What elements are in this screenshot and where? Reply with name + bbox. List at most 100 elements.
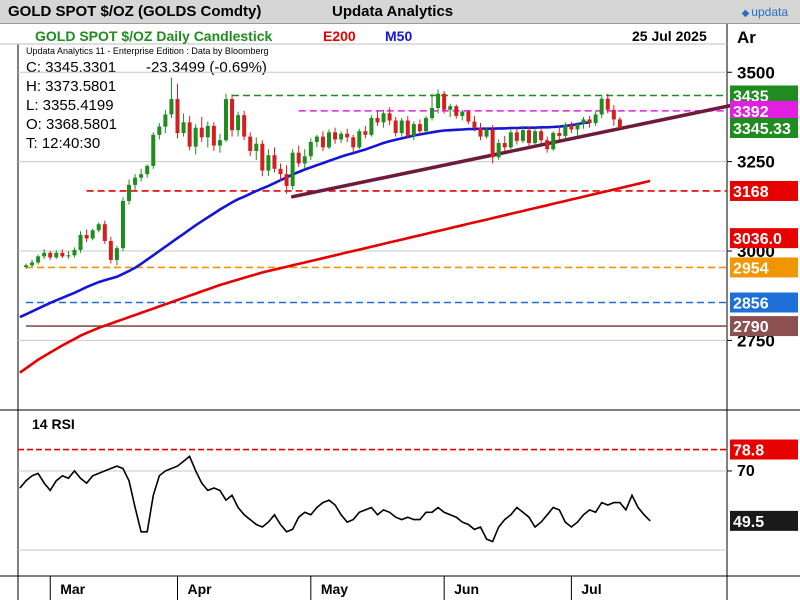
credit-line: Updata Analytics 11 - Enterprise Edition… xyxy=(26,46,268,56)
candle-body xyxy=(417,124,422,132)
chart-date: 25 Jul 2025 xyxy=(632,28,707,44)
candle-body xyxy=(460,111,465,116)
candle-body xyxy=(42,252,47,257)
candle-body xyxy=(520,130,525,141)
level-3-label: 2954 xyxy=(733,260,769,277)
candle-body xyxy=(223,99,228,141)
level-3-tag xyxy=(730,257,798,278)
candle-body xyxy=(339,133,344,140)
candle-body xyxy=(278,168,283,175)
candle-body xyxy=(48,252,53,258)
level-2-label: 3168 xyxy=(733,184,769,201)
candle-body xyxy=(66,255,71,257)
candle-body xyxy=(145,165,150,175)
candle-body xyxy=(357,131,362,148)
candle-body xyxy=(54,252,59,258)
level-5-tag xyxy=(730,316,798,337)
candle-body xyxy=(90,230,95,239)
candle-body xyxy=(478,127,483,137)
candle-body xyxy=(308,141,313,157)
candle-body xyxy=(466,111,471,122)
candle-body xyxy=(593,114,598,124)
e200-tag xyxy=(730,228,798,249)
candle-body xyxy=(302,156,307,164)
candle-body xyxy=(557,133,562,136)
candle-body xyxy=(605,98,610,110)
candle-body xyxy=(539,131,544,141)
candle-body xyxy=(611,109,616,120)
candle-body xyxy=(157,126,162,135)
candle-body xyxy=(442,93,447,110)
time-tick-label: Jul xyxy=(581,581,601,597)
candle-body xyxy=(496,143,501,158)
candle-body xyxy=(30,262,35,266)
candle-body xyxy=(290,152,295,186)
candle-body xyxy=(199,127,204,138)
candle-body xyxy=(587,119,592,124)
info-low: L: 3355.4199 xyxy=(26,97,114,114)
candle-body xyxy=(375,118,380,123)
candle-body xyxy=(230,99,235,131)
candle-body xyxy=(175,99,180,134)
rsi-title: 14 RSI xyxy=(32,416,75,432)
candle-body xyxy=(490,129,495,158)
candle-body xyxy=(248,136,253,151)
price-tick-label: 2750 xyxy=(737,331,775,350)
candle-body xyxy=(617,119,622,128)
candle-body xyxy=(423,118,428,132)
rsi-tick-label: 70 xyxy=(737,463,755,480)
time-tick-label: May xyxy=(321,581,348,597)
candle-body xyxy=(327,132,331,148)
rsi-upper-tag xyxy=(730,439,798,460)
candle-body xyxy=(563,125,568,136)
candle-body xyxy=(254,143,259,151)
candle-body xyxy=(484,129,489,137)
candle-body xyxy=(472,121,477,128)
price-tick-label: 3250 xyxy=(737,153,775,172)
candle-body xyxy=(181,122,186,134)
candle-body xyxy=(187,122,192,147)
price-tick-label: 3500 xyxy=(737,63,775,82)
axis-corner-label: Ar xyxy=(737,28,756,47)
level-1-label: 3392 xyxy=(733,104,769,121)
candle-body xyxy=(260,143,265,171)
candle-body xyxy=(78,234,83,250)
candle-body xyxy=(133,177,138,185)
candle-body xyxy=(296,152,301,164)
rsi-last-label: 49.5 xyxy=(733,514,764,531)
candle-body xyxy=(569,125,574,130)
candle-body xyxy=(575,124,580,130)
info-change: -23.3499 (-0.69%) xyxy=(146,59,267,76)
candle-body xyxy=(533,131,538,144)
candle-body xyxy=(193,127,198,147)
rsi-upper-label: 78.8 xyxy=(733,443,764,460)
candle-body xyxy=(284,174,289,186)
info-close: C: 3345.3301 xyxy=(26,59,116,76)
level-4-label: 2856 xyxy=(733,295,769,312)
candle-body xyxy=(351,137,356,148)
candle-body xyxy=(108,241,113,260)
candle-body xyxy=(127,184,132,201)
support-trendline xyxy=(290,99,755,199)
vendor-name: Updata Analytics xyxy=(332,3,454,20)
time-tick-label: Apr xyxy=(188,581,213,597)
candle-body xyxy=(72,249,77,256)
candle-body xyxy=(169,99,174,115)
title-bar: GOLD SPOT $/OZ (GOLDS Comdty) Updata Ana… xyxy=(0,0,800,24)
candlestick-chart: GOLD SPOT $/OZ Daily Candlestick E200 M5… xyxy=(0,24,800,600)
candle-body xyxy=(369,118,374,135)
candle-body xyxy=(217,140,222,146)
candle-body xyxy=(454,106,459,116)
candle-body xyxy=(266,155,271,171)
candle-body xyxy=(96,224,101,231)
e200-label: 3036.0 xyxy=(733,231,782,248)
candle-body xyxy=(320,136,325,148)
candle-body xyxy=(405,120,410,136)
m50-line xyxy=(19,121,590,319)
candle-body xyxy=(581,119,586,125)
level-1-tag xyxy=(730,100,798,121)
candle-body xyxy=(363,131,368,135)
candle-body xyxy=(36,256,41,263)
level-2-tag xyxy=(730,180,798,201)
updata-logo: ◆ updata xyxy=(742,5,788,19)
